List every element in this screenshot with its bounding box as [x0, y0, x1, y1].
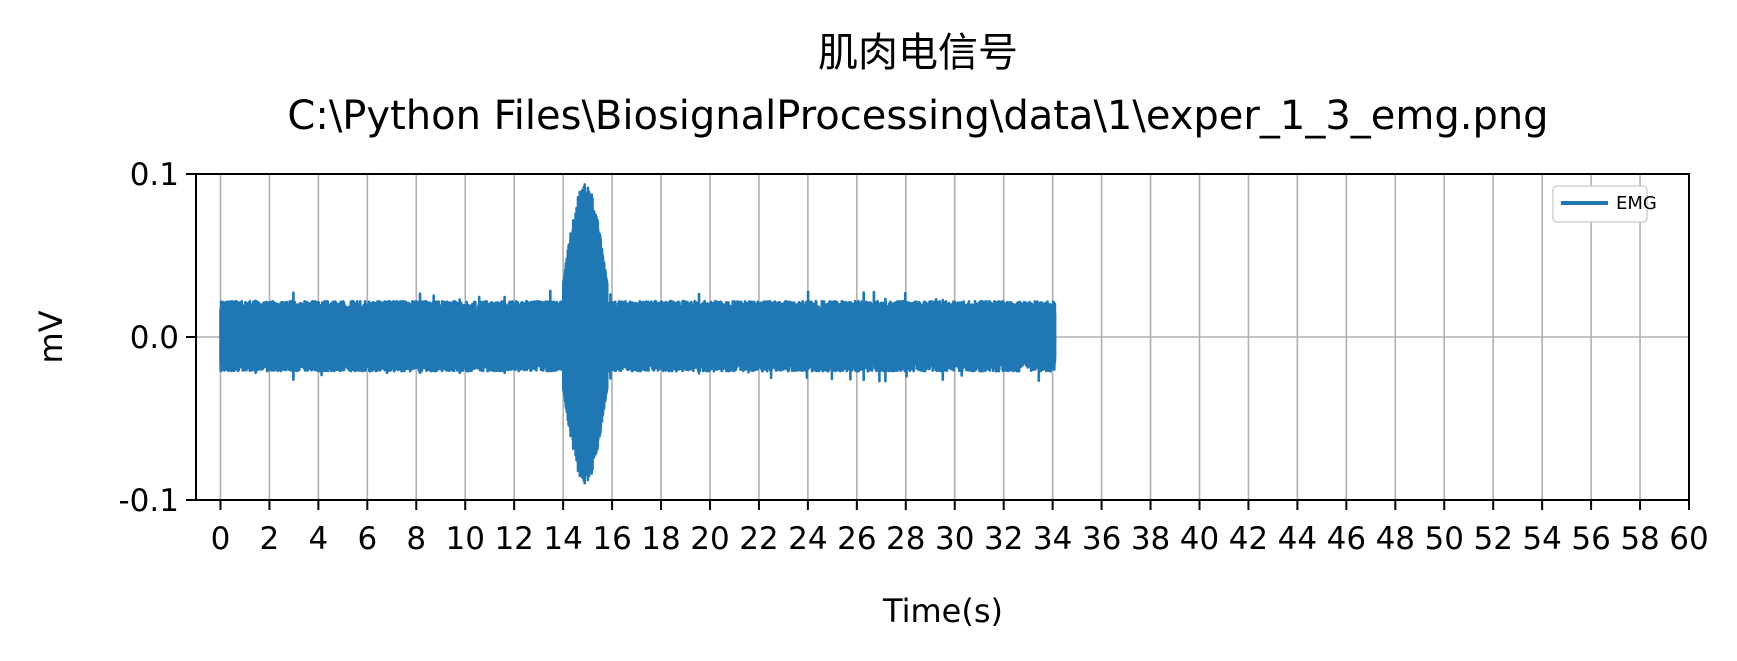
x-tick-label: 14: [543, 521, 582, 557]
x-tick-label: 56: [1571, 521, 1610, 557]
chart-subtitle: C:\Python Files\BiosignalProcessing\data…: [287, 93, 1548, 139]
x-tick-label: 44: [1278, 521, 1317, 557]
emg-series-line: [219, 183, 1057, 485]
x-tick-label: 8: [406, 521, 426, 557]
x-axis-ticks: 0 2 4 6 8 10 12 14 16 18 20 22 24 26 28 30 32 34 36 38 40 42 4…: [211, 500, 1709, 557]
x-tick-label: 0: [211, 521, 231, 557]
x-tick-label: 28: [886, 521, 925, 557]
x-tick-label: 24: [788, 521, 827, 557]
x-tick-label: 32: [984, 521, 1023, 557]
x-tick-label: 20: [690, 521, 729, 557]
x-tick-label: 36: [1082, 521, 1121, 557]
x-tick-label: 16: [592, 521, 631, 557]
legend-label-emg: EMG: [1616, 193, 1657, 214]
x-tick-label: 26: [837, 521, 876, 557]
y-tick-label: -0.1: [119, 483, 180, 519]
y-axis-ticks: 0.1 0.0 -0.1: [119, 157, 196, 519]
x-tick-label: 10: [446, 521, 485, 557]
chart-title: 肌肉电信号: [818, 30, 1018, 76]
x-tick-label: 38: [1131, 521, 1170, 557]
x-tick-label: 40: [1180, 521, 1219, 557]
x-tick-label: 46: [1327, 521, 1366, 557]
x-tick-label: 4: [309, 521, 329, 557]
x-tick-label: 30: [935, 521, 974, 557]
x-tick-label: 50: [1425, 521, 1464, 557]
y-tick-label: 0.1: [130, 157, 179, 193]
x-tick-label: 60: [1669, 521, 1708, 557]
x-tick-label: 48: [1376, 521, 1415, 557]
x-tick-label: 42: [1229, 521, 1268, 557]
legend: EMG: [1552, 185, 1657, 223]
x-tick-label: 58: [1620, 521, 1659, 557]
y-tick-label: 0.0: [130, 320, 179, 356]
x-tick-label: 54: [1522, 521, 1561, 557]
x-tick-label: 34: [1033, 521, 1072, 557]
x-tick-label: 18: [641, 521, 680, 557]
x-tick-label: 12: [494, 521, 533, 557]
x-axis-label: Time(s): [882, 592, 1003, 630]
y-axis-label: mV: [32, 310, 70, 363]
x-tick-label: 6: [357, 521, 377, 557]
x-tick-label: 22: [739, 521, 778, 557]
x-tick-label: 52: [1473, 521, 1512, 557]
emg-signal: [219, 183, 1057, 485]
x-tick-label: 2: [260, 521, 280, 557]
